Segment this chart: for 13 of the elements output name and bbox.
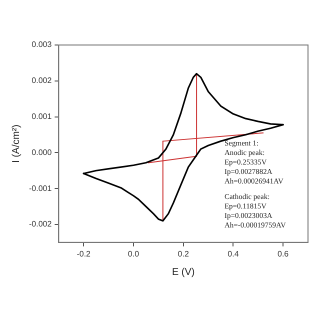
y-tick-label: -0.002 bbox=[28, 220, 52, 229]
y-tick-label: 0.000 bbox=[32, 148, 52, 157]
y-tick-label: 0.002 bbox=[32, 76, 52, 86]
y-tick-label: 0.003 bbox=[32, 40, 52, 50]
y-tick-label: 0.001 bbox=[32, 112, 52, 121]
x-tick-label: 0.0 bbox=[128, 249, 140, 258]
y-tick-label: -0.001 bbox=[28, 184, 52, 193]
y-axis-title: I (A/cm²) bbox=[10, 124, 22, 163]
x-tick-label: 0.6 bbox=[278, 249, 290, 258]
x-tick-label: -0.2 bbox=[76, 249, 92, 258]
x-tick-label: 0.4 bbox=[228, 249, 240, 258]
x-axis-title: E (V) bbox=[172, 266, 195, 278]
x-tick-label: 0.2 bbox=[178, 249, 190, 258]
